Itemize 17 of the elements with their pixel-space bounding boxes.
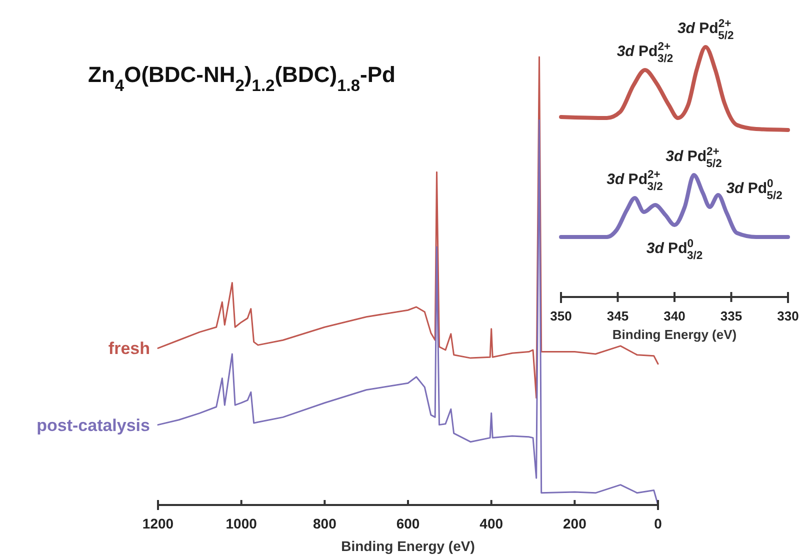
chart-title: Zn$_{4}$O(BDC-NH$_{2}$)$_{1.2}$(BDC)$_{1.8}$-Pd [88,62,396,95]
x-tick-label: 340 [664,308,686,324]
x-tick-label: 350 [550,308,572,324]
x-tick-label: 345 [606,308,629,324]
x-tick-label: 335 [720,308,742,324]
x-tick-label: 330 [777,308,799,324]
x-tick-label: 400 [480,515,504,532]
x-tick-label: 800 [312,515,337,532]
series-label: post-catalysis [36,416,150,435]
x-axis-title: Binding Energy (eV) [612,327,737,342]
x-tick-label: 0 [654,515,662,532]
x-axis-title: Binding Energy (eV) [341,538,475,554]
series-label: fresh [108,339,150,358]
x-tick-label: 1000 [226,515,258,532]
x-tick-label: 600 [396,515,420,532]
x-tick-label: 1200 [142,515,174,532]
x-tick-label: 200 [562,515,587,532]
